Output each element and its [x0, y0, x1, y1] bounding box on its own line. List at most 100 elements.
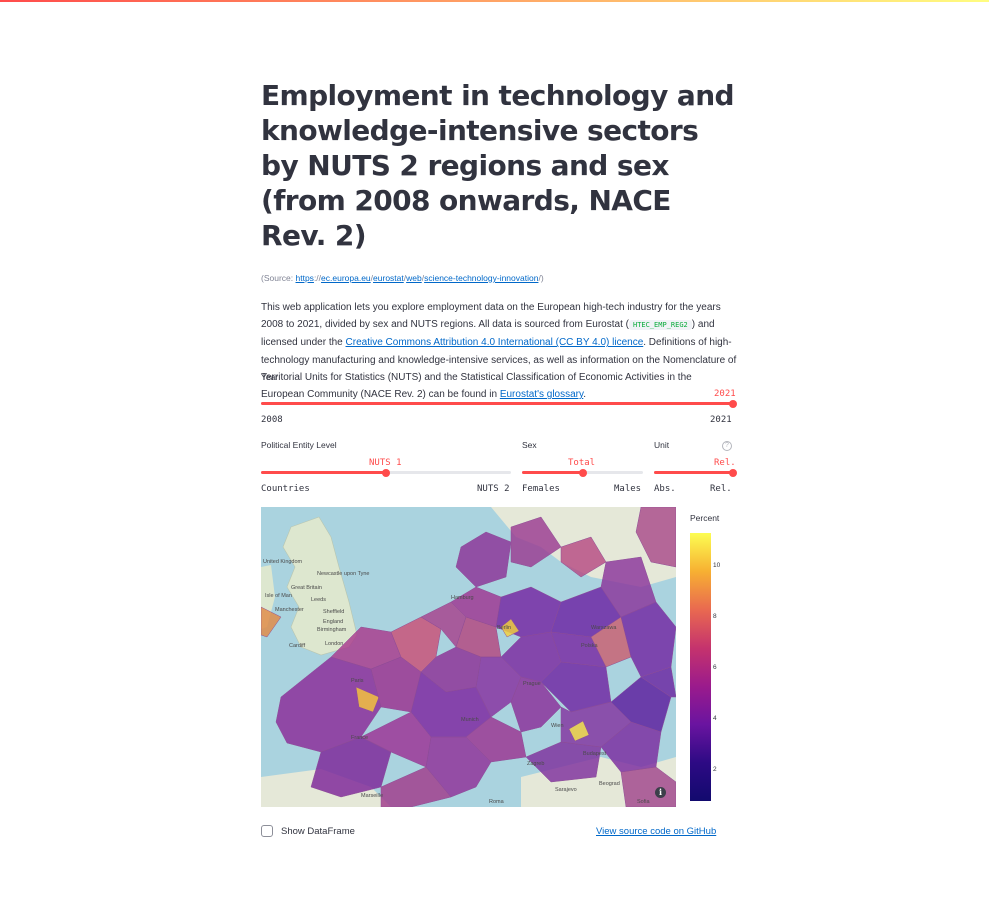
source-sep: /	[370, 273, 374, 283]
source-suffix: /)	[538, 273, 544, 283]
source-prefix: (Source:	[261, 273, 296, 283]
map-label: Sheffield	[323, 609, 344, 615]
page-title: Employment in technology and knowledge-i…	[261, 79, 735, 252]
region[interactable]	[640, 666, 676, 698]
map-labels: United Kingdom Newcastle upon Tyne Great…	[263, 559, 650, 805]
year-slider-label: Year	[261, 372, 279, 382]
license-link[interactable]: Creative Commons Attribution 4.0 Interna…	[345, 337, 644, 349]
choropleth-map[interactable]: United Kingdom Newcastle upon Tyne Great…	[261, 507, 676, 807]
map-label: Warszawa	[591, 625, 617, 631]
source-link-eurostat[interactable]: eurostat	[373, 273, 404, 283]
year-slider-fill	[261, 402, 733, 405]
source-sep: /	[421, 273, 425, 283]
region[interactable]	[635, 507, 676, 568]
level-slider-track[interactable]	[261, 468, 511, 477]
glossary-link[interactable]: Eurostat's glossary	[499, 389, 584, 401]
sex-slider-min: Females	[522, 484, 560, 494]
description-text: .	[583, 389, 587, 401]
map-label: Great Britain	[291, 585, 322, 591]
region[interactable]	[600, 556, 657, 618]
map-label: Roma	[489, 799, 505, 805]
level-slider-label: Political Entity Level	[261, 440, 337, 450]
show-dataframe-checkbox[interactable]: Show DataFrame	[261, 825, 355, 837]
region[interactable]	[568, 720, 590, 742]
unit-slider-max: Rel.	[710, 484, 732, 494]
colorbar-tick: 4	[713, 715, 717, 722]
checkbox-box[interactable]	[261, 825, 273, 837]
level-slider-fill	[261, 471, 386, 474]
unit-slider-thumb[interactable]	[729, 468, 737, 477]
unit-slider-min: Abs.	[654, 484, 676, 494]
region[interactable]	[525, 741, 602, 783]
regions	[261, 507, 676, 807]
map-label: Marseille	[361, 793, 383, 799]
colorbar-tick: 6	[713, 664, 717, 671]
year-slider-thumb[interactable]	[729, 399, 737, 408]
source-sep: /	[403, 273, 407, 283]
info-icon[interactable]: i	[655, 787, 666, 798]
year-slider-value: 2021	[714, 389, 736, 399]
description: This web application lets you explore em…	[261, 299, 737, 403]
map-label: Beograd	[599, 781, 620, 787]
sex-slider-label: Sex	[522, 440, 537, 450]
main-content: Employment in technology and knowledge-i…	[261, 78, 737, 403]
unit-slider-rail	[654, 471, 733, 474]
map-label: Budapest	[583, 751, 607, 757]
map-label: Berlin	[497, 625, 511, 631]
level-slider-min: Countries	[261, 484, 310, 494]
source-link-web[interactable]: web	[406, 273, 422, 283]
header-decoration-bar	[0, 0, 989, 2]
map-label: Newcastle upon Tyne	[317, 571, 370, 577]
github-source-link[interactable]: View source code on GitHub	[596, 826, 717, 837]
source-line: (Source: https://ec.europa.eu/eurostat/w…	[261, 272, 737, 284]
year-slider-track[interactable]	[261, 399, 737, 408]
map-label: London	[325, 641, 343, 647]
unit-slider-track[interactable]	[654, 468, 737, 477]
unit-slider-fill	[654, 471, 733, 474]
dataset-code: HTEC_EMP_REG2	[628, 320, 692, 331]
map-label: Isle of Man	[265, 593, 292, 599]
sex-slider-track[interactable]	[522, 468, 643, 477]
unit-slider-label: Unit	[654, 440, 670, 450]
region[interactable]	[510, 516, 562, 568]
region[interactable]	[560, 536, 607, 578]
source-link-sti[interactable]: science-technology-innovation	[424, 273, 539, 283]
map-label: Hamburg	[451, 595, 474, 601]
sex-slider-fill	[522, 471, 583, 474]
colorbar-tick: 10	[713, 562, 721, 569]
region[interactable]	[610, 676, 672, 733]
region[interactable]	[500, 618, 520, 638]
land-great-britain	[282, 516, 358, 656]
map-label: Leeds	[311, 597, 326, 603]
region[interactable]	[380, 766, 452, 807]
map-label: Polska	[581, 643, 598, 649]
colorbar-gradient	[690, 533, 711, 801]
sex-slider-value: Total	[568, 458, 596, 468]
map-label: Sarajevo	[555, 787, 577, 793]
help-icon[interactable]: ?	[722, 441, 732, 451]
year-slider-min: 2008	[261, 415, 283, 425]
region[interactable]	[455, 531, 512, 588]
map-label: Paris	[351, 678, 364, 684]
colorbar-title: Percent	[690, 513, 720, 523]
source-link-scheme[interactable]: https	[295, 273, 314, 283]
map-label: England	[323, 619, 343, 625]
year-slider-max: 2021	[710, 415, 732, 425]
sex-slider-thumb[interactable]	[578, 468, 587, 477]
map-label: United Kingdom	[263, 559, 303, 565]
region[interactable]	[600, 721, 662, 773]
region[interactable]	[355, 686, 380, 713]
level-slider-max: NUTS 2	[477, 484, 510, 494]
map-canvas[interactable]: United Kingdom Newcastle upon Tyne Great…	[261, 507, 676, 807]
colorbar-tick: 2	[713, 766, 717, 773]
region[interactable]	[261, 606, 282, 638]
year-slider-rail	[261, 402, 733, 405]
level-slider-thumb[interactable]	[382, 468, 390, 477]
map-label: France	[351, 735, 368, 741]
source-link-domain[interactable]: ec.europa.eu	[321, 273, 371, 283]
map-label: Zagreb	[527, 761, 544, 767]
region[interactable]	[465, 716, 527, 763]
map-label: Sofia	[637, 799, 650, 805]
map-label: Cardiff	[289, 643, 306, 649]
source-sep: ://	[313, 273, 322, 283]
